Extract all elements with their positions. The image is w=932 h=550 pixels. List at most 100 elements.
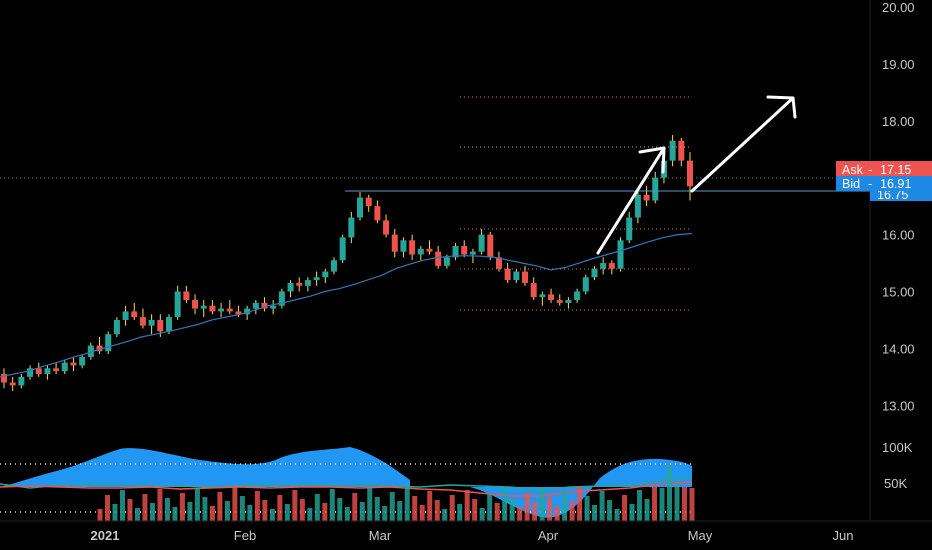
volume-bar — [239, 496, 245, 521]
candle — [556, 294, 563, 306]
candle — [582, 274, 589, 295]
candle — [478, 228, 485, 255]
candle — [678, 137, 685, 167]
volume-bar — [247, 505, 253, 521]
candle — [18, 374, 25, 389]
volume-bar — [397, 501, 403, 521]
volume-bar — [667, 464, 673, 521]
candle — [495, 251, 502, 272]
svg-text:16.91: 16.91 — [880, 177, 911, 191]
volume-bar — [652, 486, 658, 521]
volume-bar — [194, 488, 200, 521]
y-tick-label: 16.00 — [882, 228, 915, 243]
volume-bar — [457, 504, 463, 521]
candle — [330, 257, 337, 275]
ask-tag: Ask - 17.15 — [836, 161, 932, 178]
volume-bar — [307, 508, 313, 521]
candle — [261, 297, 268, 312]
volume-bar — [554, 506, 560, 521]
svg-text:-: - — [868, 177, 872, 191]
volume-bar — [367, 488, 373, 521]
volume-bar — [112, 504, 118, 521]
candle — [504, 263, 511, 283]
y-tick-label: 19.00 — [882, 57, 915, 72]
candle — [148, 314, 155, 335]
candle — [634, 189, 641, 224]
volume-bar — [127, 499, 133, 521]
volume-bar — [502, 489, 508, 521]
green-oscillator-line — [0, 477, 693, 491]
volume-bar — [224, 501, 230, 521]
candle — [591, 265, 598, 281]
volume-bar — [682, 486, 688, 521]
candle — [608, 260, 615, 275]
candle — [192, 294, 199, 315]
volume-bar — [337, 498, 343, 521]
x-tick-label: Feb — [234, 528, 256, 543]
volume-bar — [539, 488, 545, 521]
hidden-price-tag: 16.75 — [870, 188, 932, 202]
candle — [365, 194, 372, 212]
volume-bar — [149, 503, 155, 521]
candle — [322, 268, 329, 283]
time-axis: 2021 Feb Mar Apr May Jun — [91, 528, 854, 543]
candle — [139, 308, 146, 329]
candle — [252, 300, 259, 315]
volume-bar — [322, 503, 328, 521]
candle — [348, 211, 355, 244]
volume-bar — [232, 487, 238, 521]
volume-bar — [352, 493, 358, 521]
volume-series — [97, 464, 695, 521]
candle — [1, 368, 7, 389]
volume-tick-1: 100K — [882, 440, 913, 455]
volume-bar — [142, 494, 148, 521]
candle — [87, 342, 94, 360]
volume-bar — [517, 507, 523, 521]
volume-bar — [689, 488, 695, 521]
candle — [513, 268, 520, 283]
volume-bar — [637, 490, 643, 521]
candle — [174, 285, 181, 320]
y-tick-label: 20.00 — [882, 0, 915, 15]
volume-bar — [119, 490, 125, 521]
y-tick-label: 15.00 — [882, 285, 915, 300]
volume-bar — [487, 494, 493, 521]
x-tick-label: Apr — [538, 528, 559, 543]
indicator-pane — [0, 447, 695, 521]
candle — [313, 271, 320, 286]
arrow-up-2 — [690, 95, 797, 193]
volume-bar — [622, 495, 628, 521]
volume-bar — [179, 493, 185, 521]
candle — [626, 211, 633, 244]
candle — [200, 300, 207, 318]
candle — [131, 302, 138, 320]
volume-bar — [569, 501, 575, 521]
volume-bar — [202, 497, 208, 521]
volume-bar — [134, 508, 140, 521]
volume-bar — [209, 506, 215, 521]
volume-bar — [292, 490, 298, 521]
volume-bar — [382, 506, 388, 521]
candle — [79, 354, 86, 369]
volume-bar — [599, 491, 605, 521]
volume-bar — [299, 499, 305, 521]
candle — [383, 214, 390, 238]
volume-bar — [532, 502, 538, 521]
volume-bar — [419, 505, 425, 521]
volume-bar — [164, 498, 170, 521]
svg-text:Bid: Bid — [842, 177, 860, 191]
candlestick-series — [1, 135, 693, 392]
candle — [687, 152, 693, 201]
volume-bar — [172, 507, 178, 521]
volume-bar — [412, 496, 418, 521]
candle — [391, 228, 398, 258]
candle — [417, 245, 424, 261]
svg-text:17.15: 17.15 — [880, 163, 911, 177]
candle — [209, 300, 216, 315]
candle — [574, 288, 581, 303]
y-tick-label: 18.00 — [882, 114, 915, 129]
svg-text:16.75: 16.75 — [877, 188, 908, 202]
candle — [70, 356, 77, 372]
candle — [113, 317, 120, 338]
candle — [461, 240, 468, 258]
